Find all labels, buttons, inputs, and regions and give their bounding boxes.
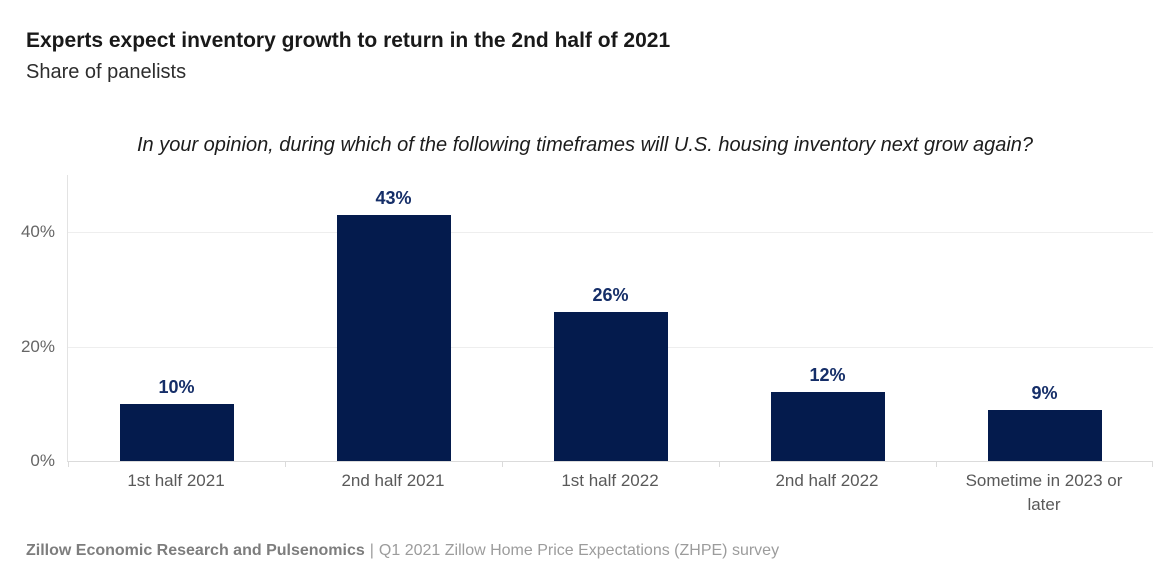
x-axis-tick [68,461,69,467]
y-axis-tick-label: 40% [20,222,55,242]
gridline [68,232,1153,234]
x-axis-label: 2nd half 2021 [341,471,445,490]
chart-subtitle: Share of panelists [26,61,187,83]
x-axis-tick [285,461,286,467]
source-separator: | [369,542,374,559]
x-axis-label: 2nd half 2022 [775,471,879,490]
bar-value-label: 9% [1031,383,1058,403]
y-axis-tick-label: 0% [30,451,55,470]
bar [554,312,668,461]
x-axis-tick [1152,461,1153,467]
chart-title: Experts expect inventory growth to retur… [26,29,671,52]
bar [120,404,234,461]
x-axis-label: 1st half 2022 [561,471,659,490]
bar [771,392,885,461]
x-axis-tick [936,461,937,467]
source-line: Zillow Economic Research and Pulsenomics… [26,541,779,561]
bar [988,410,1102,461]
bar-value-label: 10% [158,377,195,397]
bar-chart: 10% 43% 26% 12% 9% 0% 20% 40% 1st half 2021 2nd … [0,175,1170,520]
source-detail: Q1 2021 Zillow Home Price Expectations (… [378,542,780,559]
bar-value-label: 26% [592,285,629,305]
y-axis-tick-label: 20% [20,336,55,356]
x-axis-label: 1st half 2021 [127,471,225,490]
plot-area: 10% 43% 26% 12% 9% [67,175,1153,467]
x-axis-label: Sometime in 2023 or later [965,471,1123,514]
x-axis-tick [502,461,503,467]
bar-value-label: 43% [375,188,412,208]
survey-question: In your opinion, during which of the fol… [136,134,1034,156]
source-name: Zillow Economic Research and Pulsenomics [26,542,365,559]
bar-value-label: 12% [809,365,846,385]
bar [337,215,451,461]
x-axis-tick [719,461,720,467]
